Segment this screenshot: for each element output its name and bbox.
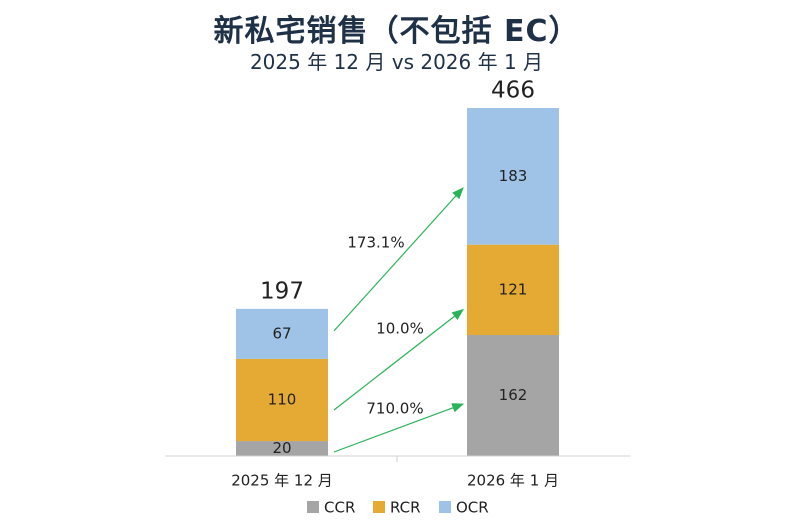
bar-ccr-1 — [236, 441, 328, 456]
growth-label-ccr: 710.0% — [366, 400, 423, 418]
total-label-1: 197 — [260, 278, 304, 304]
x-tick-label-1: 2025 年 12 月 — [231, 472, 333, 490]
growth-arrow-rcr — [333, 308, 464, 411]
bar-label-rcr-2: 121 — [499, 280, 528, 298]
legend-swatch-ocr — [439, 501, 451, 513]
growth-arrow-ccr — [333, 403, 465, 453]
bar-rcr-1 — [236, 358, 328, 442]
growth-arrow-ocr — [333, 187, 464, 332]
bar-rcr-2 — [467, 244, 559, 336]
bar-label-ocr-2: 183 — [499, 167, 528, 185]
chart-title: 新私宅销售（不包括 EC） — [213, 14, 580, 49]
growth-label-rcr: 10.0% — [376, 320, 424, 338]
bar-label-ccr-2: 162 — [499, 386, 528, 404]
bar-ocr-1 — [236, 308, 328, 359]
legend-label-ccr: CCR — [324, 499, 355, 517]
legend-label-ocr: OCR — [456, 499, 489, 517]
x-tick-label-2: 2026 年 1 月 — [467, 472, 559, 490]
bar-ocr-2 — [467, 108, 559, 245]
legend-label-rcr: RCR — [390, 499, 421, 517]
bar-label-ocr-1: 67 — [272, 324, 291, 342]
bar-label-ccr-1: 20 — [272, 439, 291, 457]
growth-label-ocr: 173.1% — [347, 234, 404, 252]
bar-label-rcr-1: 110 — [268, 390, 297, 408]
chart-subtitle: 2025 年 12 月 vs 2026 年 1 月 — [249, 50, 544, 74]
legend-swatch-rcr — [373, 501, 385, 513]
total-label-2: 466 — [491, 78, 535, 104]
legend-swatch-ccr — [307, 501, 319, 513]
bar-ccr-2 — [467, 335, 559, 456]
